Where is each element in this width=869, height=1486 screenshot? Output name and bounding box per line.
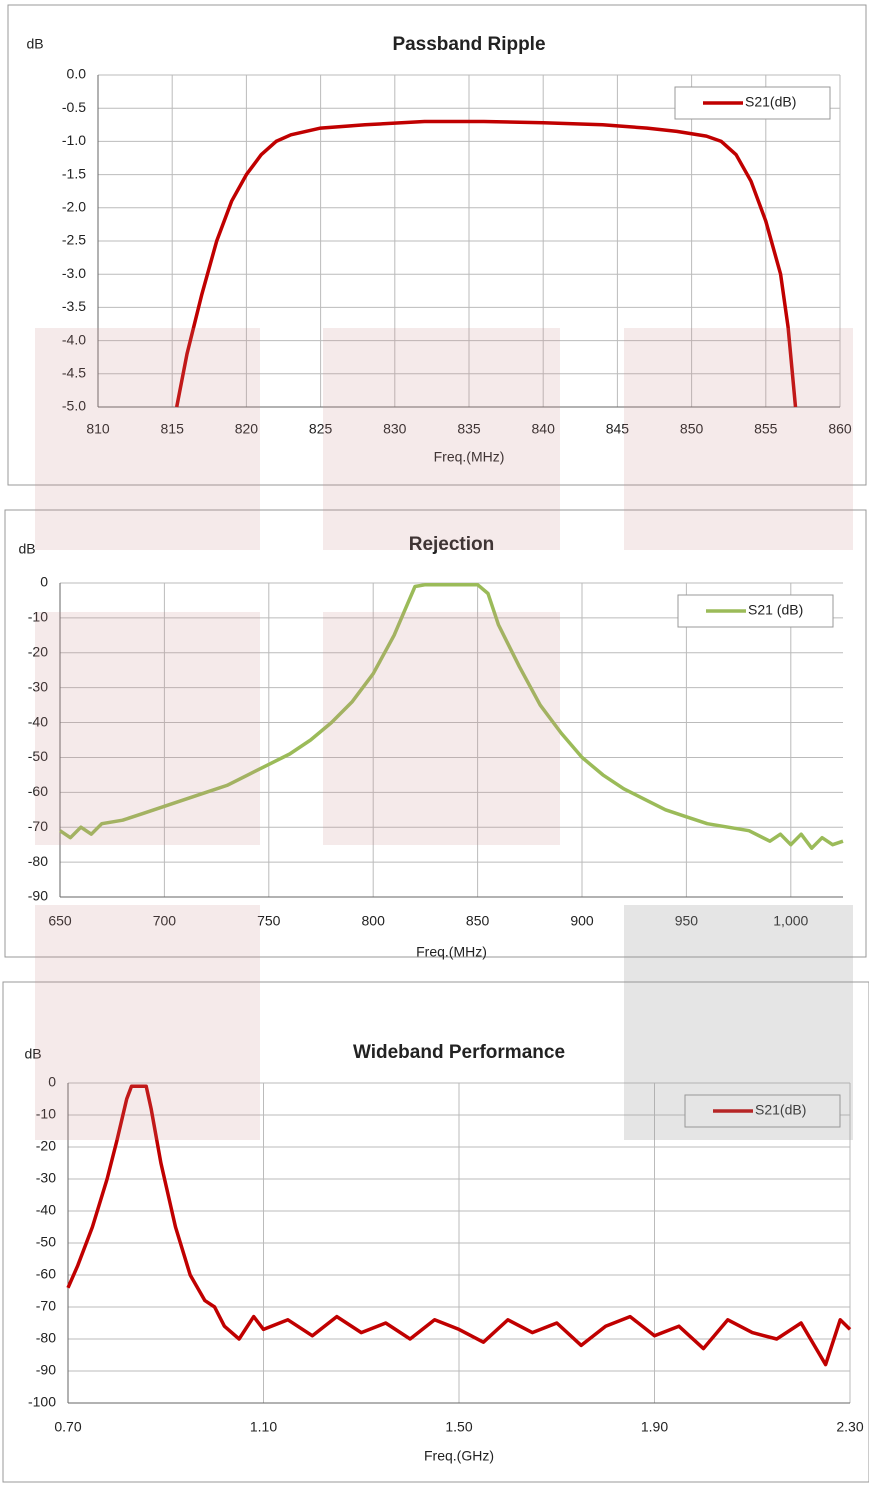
y-axis-label: dB bbox=[24, 1046, 41, 1062]
x-tick-label: 650 bbox=[48, 913, 72, 929]
y-tick-label: -30 bbox=[28, 678, 48, 694]
y-tick-label: -60 bbox=[36, 1266, 56, 1282]
x-tick-label: 950 bbox=[675, 913, 699, 929]
y-tick-label: -4.0 bbox=[62, 331, 86, 347]
legend-box bbox=[677, 594, 834, 628]
y-axis-label: dB bbox=[26, 36, 43, 52]
x-tick-label: 830 bbox=[383, 421, 407, 437]
x-axis-label: Freq.(MHz) bbox=[416, 944, 487, 960]
y-tick-label: -20 bbox=[36, 1138, 56, 1154]
y-tick-label: 0 bbox=[40, 574, 48, 590]
y-tick-label: 0.0 bbox=[67, 66, 87, 82]
x-tick-label: 850 bbox=[680, 421, 704, 437]
y-tick-label: -4.5 bbox=[62, 365, 86, 381]
chart-frame bbox=[7, 4, 867, 486]
y-tick-label: 0 bbox=[48, 1074, 56, 1090]
y-tick-label: -40 bbox=[36, 1202, 56, 1218]
x-tick-label: 900 bbox=[570, 913, 594, 929]
legend-label: S21(dB) bbox=[745, 94, 796, 110]
y-tick-label: -10 bbox=[36, 1106, 56, 1122]
y-tick-label: -10 bbox=[28, 609, 48, 625]
y-tick-label: -50 bbox=[36, 1234, 56, 1250]
x-tick-label: 815 bbox=[161, 421, 185, 437]
y-tick-label: -90 bbox=[36, 1362, 56, 1378]
legend-box bbox=[674, 86, 831, 120]
y-axis-label: dB bbox=[18, 541, 35, 557]
legend-label: S21 (dB) bbox=[748, 602, 803, 618]
y-tick-label: -60 bbox=[28, 783, 48, 799]
x-tick-label: 700 bbox=[153, 913, 177, 929]
data-line bbox=[59, 582, 844, 850]
y-tick-label: -70 bbox=[36, 1298, 56, 1314]
x-tick-label: 1.50 bbox=[445, 1419, 472, 1435]
x-tick-label: 825 bbox=[309, 421, 333, 437]
chart-title: Rejection bbox=[409, 534, 495, 555]
y-tick-label: -2.0 bbox=[62, 199, 86, 215]
y-tick-label: -70 bbox=[28, 818, 48, 834]
y-tick-label: -80 bbox=[36, 1330, 56, 1346]
x-tick-label: 840 bbox=[532, 421, 556, 437]
x-tick-label: 850 bbox=[466, 913, 490, 929]
y-tick-label: -3.0 bbox=[62, 265, 86, 281]
chart-frame bbox=[2, 981, 869, 1483]
y-tick-label: -5.0 bbox=[62, 398, 86, 414]
x-tick-label: 0.70 bbox=[54, 1419, 81, 1435]
x-axis-label: Freq.(MHz) bbox=[434, 449, 505, 465]
y-tick-label: -1.0 bbox=[62, 132, 86, 148]
x-tick-label: 810 bbox=[86, 421, 110, 437]
x-tick-label: 750 bbox=[257, 913, 281, 929]
chart-frame bbox=[4, 509, 867, 958]
x-tick-label: 855 bbox=[754, 421, 778, 437]
legend-box bbox=[684, 1094, 841, 1128]
x-tick-label: 860 bbox=[828, 421, 852, 437]
y-tick-label: -40 bbox=[28, 713, 48, 729]
y-tick-label: -50 bbox=[28, 748, 48, 764]
legend-label: S21(dB) bbox=[755, 1102, 806, 1118]
x-tick-label: 1.90 bbox=[641, 1419, 668, 1435]
chart-title: Passband Ripple bbox=[392, 34, 545, 55]
x-tick-label: 1,000 bbox=[773, 913, 808, 929]
data-line bbox=[174, 119, 798, 408]
y-tick-label: -80 bbox=[28, 853, 48, 869]
y-tick-label: -30 bbox=[36, 1170, 56, 1186]
y-tick-label: -2.5 bbox=[62, 232, 86, 248]
y-tick-label: -3.5 bbox=[62, 298, 86, 314]
x-tick-label: 2.30 bbox=[836, 1419, 863, 1435]
data-line bbox=[66, 1084, 852, 1367]
x-axis-label: Freq.(GHz) bbox=[424, 1448, 494, 1464]
x-tick-label: 845 bbox=[606, 421, 630, 437]
chart-title: Wideband Performance bbox=[353, 1042, 565, 1063]
x-tick-label: 800 bbox=[362, 913, 386, 929]
y-tick-label: -90 bbox=[28, 888, 48, 904]
y-tick-label: -100 bbox=[28, 1394, 56, 1410]
y-tick-label: -1.5 bbox=[62, 165, 86, 181]
y-tick-label: -0.5 bbox=[62, 99, 86, 115]
x-tick-label: 820 bbox=[235, 421, 259, 437]
x-tick-label: 835 bbox=[457, 421, 481, 437]
x-tick-label: 1.10 bbox=[250, 1419, 277, 1435]
y-tick-label: -20 bbox=[28, 643, 48, 659]
